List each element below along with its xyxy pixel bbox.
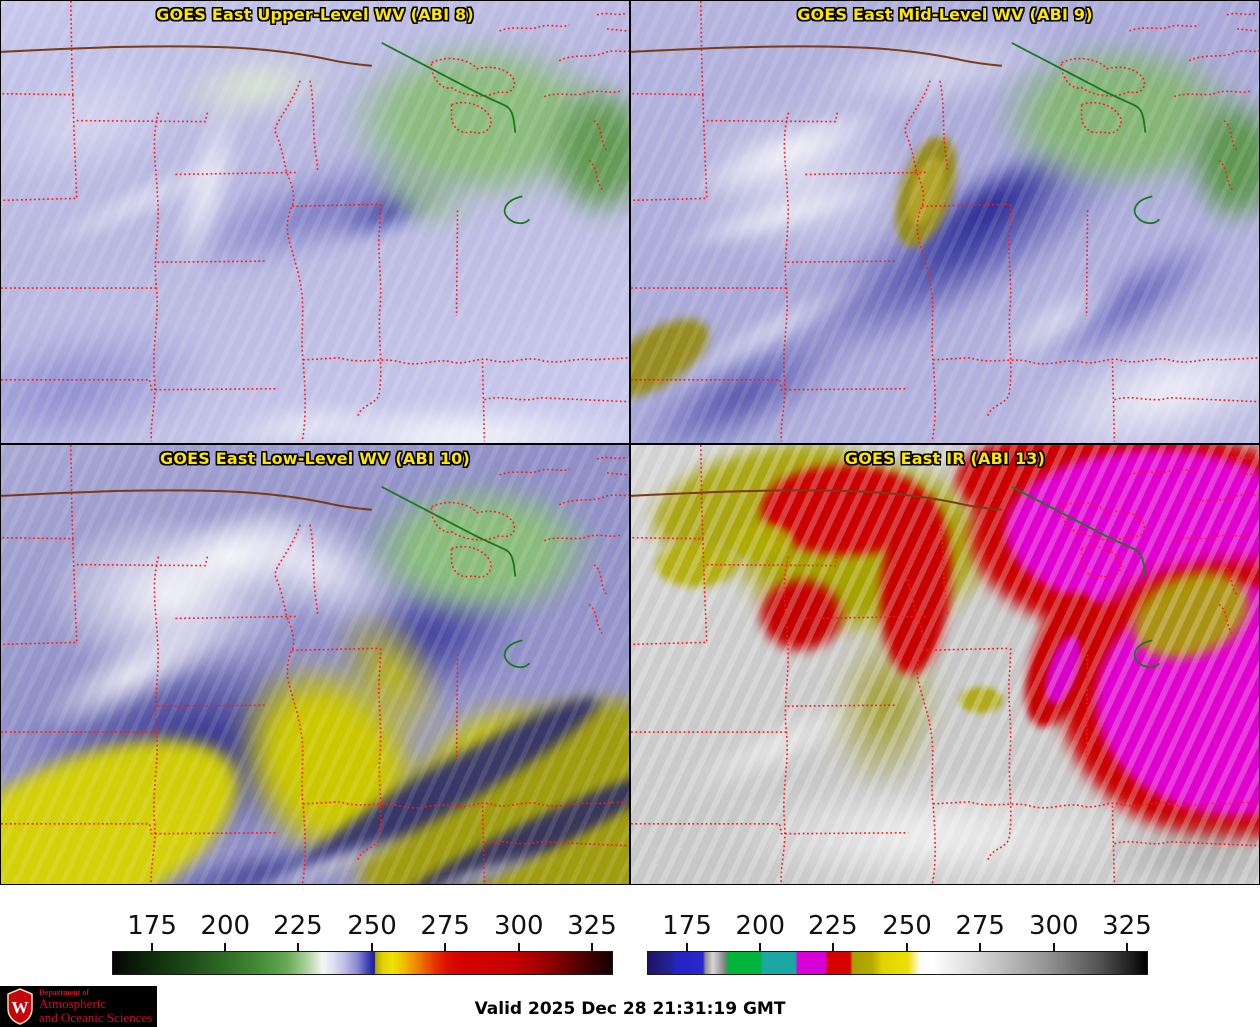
colorbar-tick-label: 225 xyxy=(808,911,858,941)
colorbar-tick-label: 300 xyxy=(1028,911,1079,941)
colorbar-wv: 175 200 225 250 275 300 325 xyxy=(112,911,617,975)
panel-title-abi9: GOES East Mid-Level WV (ABI 9) xyxy=(797,5,1093,24)
tick-mark xyxy=(831,943,834,951)
logo-line-2: and Oceanic Sciences xyxy=(39,1009,153,1025)
logo-dept-line: Department of xyxy=(39,988,89,998)
satellite-imagery-low-level-wv xyxy=(1,445,629,884)
tick-mark xyxy=(906,943,909,951)
uw-crest-monogram: W xyxy=(12,998,29,1017)
uw-crest-icon: W xyxy=(7,988,33,1025)
colorbar-ir: 175 200 225 250 275 300 325 xyxy=(647,911,1152,975)
cloud-streak-texture xyxy=(631,445,1259,884)
state-boundaries-overlay xyxy=(631,1,1259,442)
tick-mark xyxy=(590,943,593,951)
colorbar-tick-label: 200 xyxy=(735,911,786,941)
logo-line-1: Atmospheric xyxy=(39,996,107,1012)
panel-title-abi8: GOES East Upper-Level WV (ABI 8) xyxy=(156,5,474,24)
tick-mark xyxy=(1052,943,1055,951)
colorbar-tick-label: 175 xyxy=(662,911,712,941)
tick-mark xyxy=(444,943,447,951)
tick-mark xyxy=(686,943,689,951)
tick-mark xyxy=(296,943,299,951)
satellite-imagery-ir xyxy=(631,445,1259,884)
colorbar-tick-label: 325 xyxy=(1102,911,1152,941)
colorbar-tick-label: 175 xyxy=(127,911,177,941)
panel-abi10: GOES East Low-Level WV (ABI 10) xyxy=(0,444,630,885)
tick-mark xyxy=(371,943,374,951)
state-boundaries-overlay xyxy=(631,445,1259,885)
tick-mark xyxy=(151,943,154,951)
tick-mark xyxy=(224,943,227,951)
colorbar-gradient-ir xyxy=(647,951,1148,975)
valid-time-label: Valid 2025 Dec 28 21:31:19 GMT xyxy=(474,999,786,1019)
tick-mark xyxy=(979,943,982,951)
panel-title-abi13: GOES East IR (ABI 13) xyxy=(844,449,1046,468)
tick-mark xyxy=(759,943,762,951)
colorbar-tick-label: 250 xyxy=(347,911,397,941)
colorbar-tick-label: 275 xyxy=(955,911,1005,941)
colorbar-tick-label: 225 xyxy=(273,911,323,941)
colorbar-tick-label: 275 xyxy=(420,911,470,941)
logo-text: Department of Atmospheric and Oceanic Sc… xyxy=(39,989,152,1024)
colorbar-tick-label: 250 xyxy=(882,911,932,941)
footer-strip: 175 200 225 250 275 300 325 175 200 225 … xyxy=(0,885,1260,1027)
tick-mark xyxy=(517,943,520,951)
state-boundaries-overlay xyxy=(1,1,629,442)
colorbar-tick-label: 325 xyxy=(567,911,617,941)
colorbar-tick-label: 200 xyxy=(200,911,251,941)
colorbar-gradient-wv xyxy=(112,951,613,975)
tick-mark xyxy=(1125,943,1128,951)
panel-title-abi10: GOES East Low-Level WV (ABI 10) xyxy=(159,449,470,468)
panel-abi9: GOES East Mid-Level WV (ABI 9) xyxy=(630,0,1260,444)
panel-grid: GOES East Upper-Level WV (ABI 8) GOES Ea… xyxy=(0,0,1260,885)
cloud-streak-texture xyxy=(1,445,629,884)
state-boundaries-overlay xyxy=(1,445,629,885)
colorbar-tick-label: 300 xyxy=(493,911,544,941)
panel-abi13: GOES East IR (ABI 13) xyxy=(630,444,1260,885)
uw-aos-logo: W Department of Atmospheric and Oceanic … xyxy=(0,986,157,1027)
panel-abi8: GOES East Upper-Level WV (ABI 8) xyxy=(0,0,630,444)
